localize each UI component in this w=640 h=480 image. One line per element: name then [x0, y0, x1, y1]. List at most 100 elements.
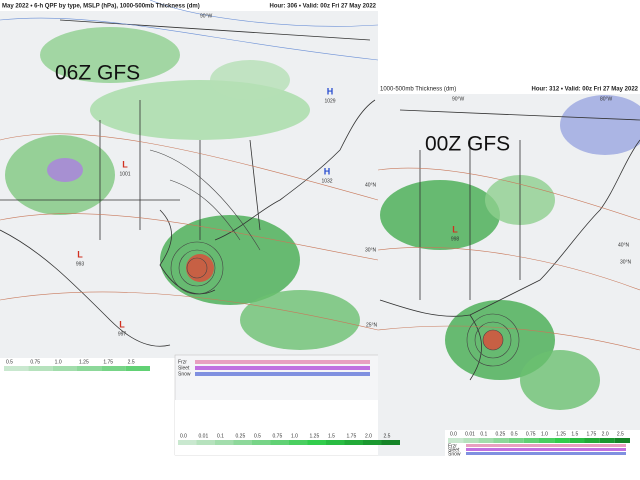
generated: H 1029 L 1001 H 1032 L 993 L 997 90°W 40°N 30°N L 998 9… [4, 13, 632, 457]
legend-swatch [614, 438, 630, 443]
legend-label: 1.0 [291, 433, 298, 439]
legend-label: 0.1 [217, 433, 224, 439]
type-label: Sleet [448, 447, 460, 453]
legend-swatch [101, 366, 126, 371]
legend-swatch [344, 440, 363, 445]
legend-swatch [215, 440, 234, 445]
center-value: 1001 [119, 171, 130, 177]
legend-swatch [539, 438, 555, 443]
legend-swatch [554, 438, 570, 443]
legend-swatch [125, 366, 150, 371]
type-bar [195, 372, 370, 376]
legend-label: 0.25 [236, 433, 246, 439]
legend-swatch [478, 438, 494, 443]
center-value: 998 [451, 236, 460, 242]
left-map: May 2022 • 6-h QPF by type, MSLP (hPa), … [0, 0, 379, 372]
type-label: Frzr [448, 443, 457, 449]
center-value: 997 [118, 331, 127, 337]
center-value: 993 [76, 261, 85, 267]
legend-swatch [77, 366, 102, 371]
header-left: 1000-500mb Thickness (dm) [380, 87, 456, 93]
type-label: Snow [178, 371, 191, 377]
center-letter: L [122, 159, 128, 169]
legend-label: 0.5 [511, 431, 518, 437]
inset [174, 354, 406, 456]
legend-swatch [493, 438, 509, 443]
legend-label: 1.25 [79, 359, 89, 365]
parallel-label: 25°N [366, 322, 378, 328]
legend-label: 0.01 [465, 431, 475, 437]
type-bar [466, 452, 626, 455]
center-letter: L [452, 224, 458, 234]
legend-label: 2.0 [602, 431, 609, 437]
legend-label: 1.5 [328, 433, 335, 439]
legend-swatch [178, 440, 197, 445]
meridian-label: 90°W [200, 13, 213, 19]
center-letter: L [77, 249, 83, 259]
legend-label: 0.5 [6, 359, 13, 365]
legend-swatch [196, 440, 215, 445]
legend-label: 2.5 [128, 359, 135, 365]
legend-label: 0.25 [496, 431, 506, 437]
legend-swatch [463, 438, 479, 443]
type-label: Sleet [178, 365, 190, 371]
legend-label: 2.5 [384, 433, 391, 439]
legend-swatch [52, 366, 77, 371]
legend-swatch [307, 440, 326, 445]
legend-swatch [233, 440, 252, 445]
legend-label: 0.75 [273, 433, 283, 439]
legend-swatch [599, 438, 615, 443]
header-left: May 2022 • 6-h QPF by type, MSLP (hPa), … [2, 4, 200, 10]
legend-label: 0.1 [480, 431, 487, 437]
legend-label: 1.75 [587, 431, 597, 437]
legend-label: 0.75 [30, 359, 40, 365]
legend-swatch [28, 366, 53, 371]
center-letter: H [327, 86, 334, 96]
legend-label: 0.0 [180, 433, 187, 439]
center-letter: H [324, 166, 331, 176]
legend-label: 1.75 [347, 433, 357, 439]
legend-label: 2.5 [617, 431, 624, 437]
parallel-label: 40°N [365, 182, 377, 188]
legend-swatch [4, 366, 29, 371]
type-bar [195, 366, 370, 370]
parallel-label: 30°N [365, 247, 377, 253]
legend-label: 0.75 [526, 431, 536, 437]
legend-swatch [252, 440, 271, 445]
legend-label: 1.0 [541, 431, 548, 437]
type-label: Snow [448, 451, 461, 457]
parallel-label: 30°N [620, 259, 632, 265]
legend-swatch [584, 438, 600, 443]
meridian-label: 80°W [600, 96, 613, 102]
legend-label: 0.0 [450, 431, 457, 437]
legend-label: 0.01 [199, 433, 209, 439]
model-label: 00Z GFS [425, 133, 510, 156]
legend-swatch [270, 440, 289, 445]
legend-swatch [448, 438, 464, 443]
legend-label: 1.5 [571, 431, 578, 437]
legend-swatch [363, 440, 382, 445]
center-value: 1029 [324, 98, 335, 104]
legend-label: 1.25 [556, 431, 566, 437]
legend-swatch [508, 438, 524, 443]
meridian-label: 90°W [452, 96, 465, 102]
center-value: 1032 [321, 178, 332, 184]
legend-label: 2.0 [365, 433, 372, 439]
legend-swatch [326, 440, 345, 445]
parallel-label: 40°N [618, 242, 630, 248]
type-bar [466, 444, 626, 447]
header-right: Hour: 306 • Valid: 00z Fri 27 May 2022 [270, 4, 377, 10]
model-label: 06Z GFS [55, 62, 140, 85]
right-map: 1000-500mb Thickness (dm) Hour: 312 • Va… [377, 84, 640, 456]
header-right: Hour: 312 • Valid: 00z Fri 27 May 2022 [532, 87, 639, 93]
legend-swatch [381, 440, 400, 445]
legend-label: 1.75 [103, 359, 113, 365]
type-label: Frzr [178, 359, 187, 365]
type-bar [466, 448, 626, 451]
legend-label: 1.0 [55, 359, 62, 365]
legend-label: 0.5 [254, 433, 261, 439]
legend-label: 1.25 [310, 433, 320, 439]
legend-swatch [569, 438, 585, 443]
